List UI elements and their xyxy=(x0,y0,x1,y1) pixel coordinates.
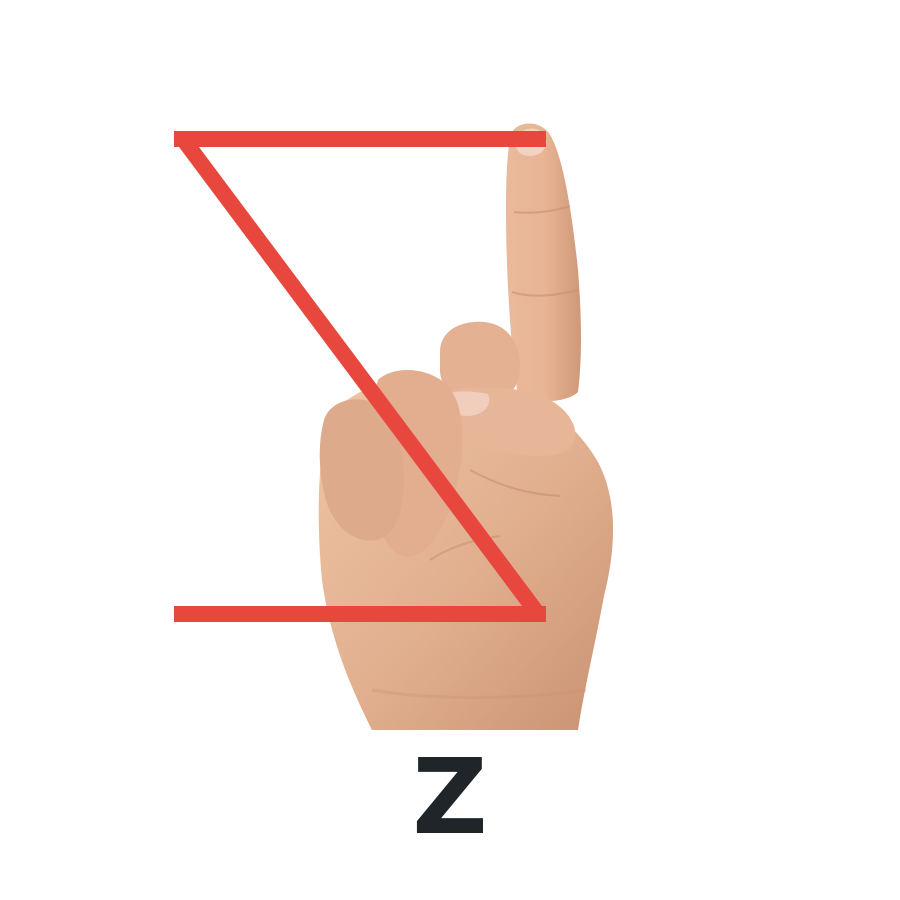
index-finger xyxy=(506,123,581,402)
wrist-shadow xyxy=(371,688,587,699)
z-motion-path-icon xyxy=(174,131,546,622)
hand-index-finger-icon xyxy=(318,123,614,730)
finger-crease xyxy=(511,289,579,297)
z-diagonal-stroke xyxy=(176,134,545,619)
finger-crease xyxy=(513,205,571,214)
letter-label: Z xyxy=(412,736,488,858)
palm-crease xyxy=(469,469,561,497)
palm-crease xyxy=(429,535,501,561)
middle-finger-curled xyxy=(440,321,520,407)
pinky-finger-curled xyxy=(319,399,404,541)
